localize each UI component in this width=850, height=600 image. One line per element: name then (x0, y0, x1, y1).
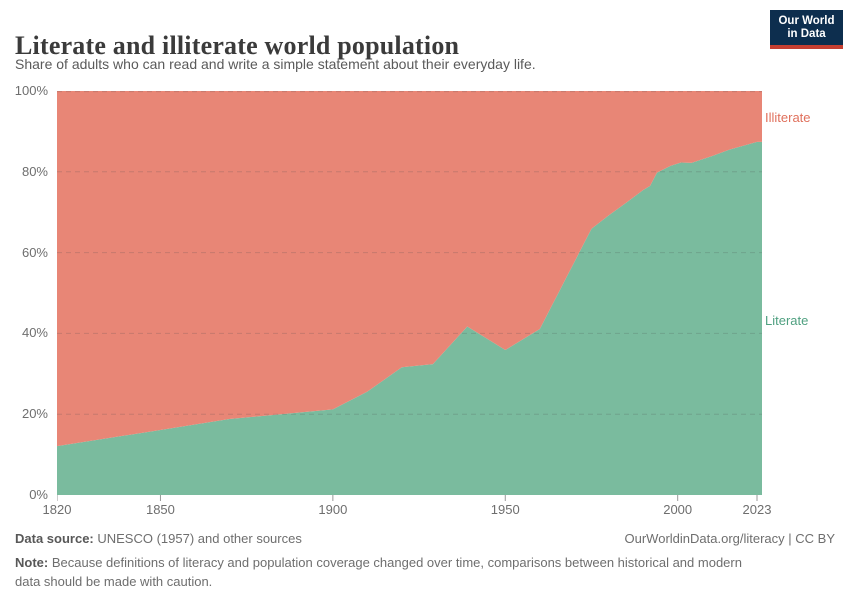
owid-logo-line1: Our World (778, 14, 835, 27)
note-label: Note: (15, 555, 49, 570)
note-line: Note: Because definitions of literacy an… (15, 553, 765, 591)
x-tick-label-1900: 1900 (318, 502, 348, 517)
x-tick-label-1850: 1850 (145, 502, 175, 517)
data-source-text: UNESCO (1957) and other sources (93, 531, 302, 546)
data-source-line: Data source: UNESCO (1957) and other sou… (15, 531, 575, 546)
y-tick-label-0%: 0% (29, 487, 48, 502)
x-tick-label-2023: 2023 (742, 502, 772, 517)
literate-area[interactable] (57, 141, 762, 495)
series-label-illiterate: Illiterate (765, 110, 811, 125)
x-tick-label-1950: 1950 (490, 502, 520, 517)
x-tick-label-1820: 1820 (42, 502, 72, 517)
x-tick-label-2000: 2000 (663, 502, 693, 517)
page-title: Literate and illiterate world population (15, 31, 460, 61)
data-source-label: Data source: (15, 531, 94, 546)
y-tick-label-60%: 60% (21, 244, 48, 260)
y-tick-label-20%: 20% (21, 406, 48, 422)
y-tick-label-100%: 100% (14, 83, 48, 98)
chart-subtitle: Share of adults who can read and write a… (15, 56, 536, 72)
y-tick-label-80%: 80% (21, 163, 48, 179)
series-label-literate: Literate (765, 313, 809, 328)
note-text: Because definitions of literacy and popu… (15, 555, 742, 589)
owid-license-link[interactable]: OurWorldinData.org/literacy | CC BY (624, 531, 835, 546)
owid-logo-line2: in Data (787, 27, 826, 40)
stacked-area-plot[interactable] (57, 91, 767, 503)
illiterate-area[interactable] (57, 91, 762, 447)
y-tick-label-40%: 40% (21, 325, 48, 341)
owid-logo[interactable]: Our World in Data (770, 10, 843, 49)
